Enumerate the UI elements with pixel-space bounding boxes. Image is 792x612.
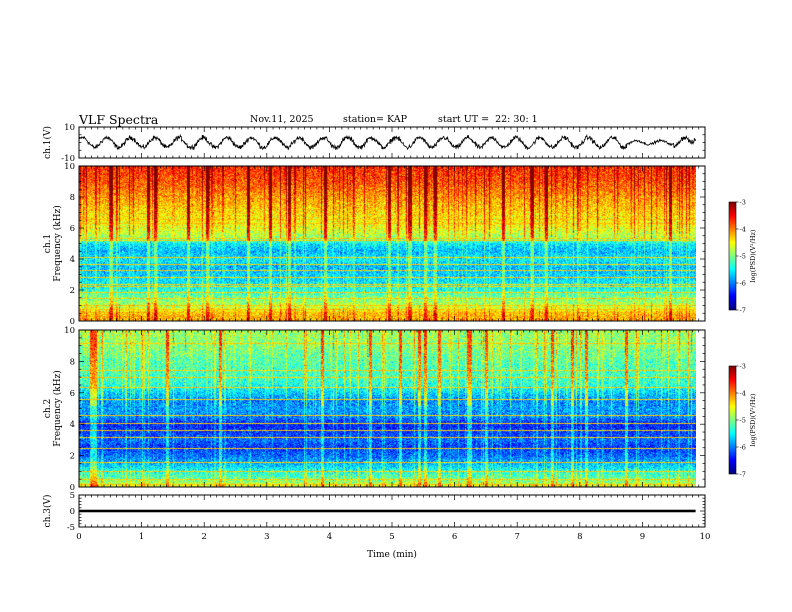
ch1-ytick: 4 <box>70 255 75 265</box>
ch1-freq-label: Frequency (kHz) <box>52 205 63 282</box>
x-tick-label: 8 <box>577 532 582 542</box>
ch1-spectrogram-image <box>79 166 696 321</box>
ch3-ytick: -5 <box>67 523 75 533</box>
ch2-freq-label: Frequency (kHz) <box>52 370 63 447</box>
x-tick-label: 2 <box>201 532 206 542</box>
x-tick-label: 1 <box>139 532 144 542</box>
ch2-colorbar: -3 -4 -5 -6 -7 log(PSD)(V²/Hz) <box>728 362 757 478</box>
ch1-waveform-panel: 10 -10 ch.1(V) <box>42 123 706 164</box>
ch1-colorbar-tick: -4 <box>740 225 746 233</box>
x-tick-label: 6 <box>452 532 457 542</box>
ch1-trace <box>78 133 696 151</box>
ch2-ytick: 8 <box>70 357 75 367</box>
ch1-channel-label: ch.1 <box>43 234 53 253</box>
ch3-ytick: 5 <box>70 491 75 501</box>
ch1-ytick: 0 <box>70 317 75 327</box>
x-tick-label: 4 <box>327 532 332 542</box>
x-tick-label: 3 <box>264 532 269 542</box>
chart-title: VLF Spectra <box>79 112 159 127</box>
ch2-spectrogram-image <box>79 330 696 487</box>
ch3-trace <box>79 509 696 513</box>
ch1-ytick: -10 <box>61 154 75 164</box>
start-time: start UT = 22: 30: 1 <box>438 114 538 125</box>
ch1-colorbar-label: log(PSD)(V²/Hz) <box>749 229 757 282</box>
ch2-colorbar-tick: -7 <box>740 470 746 478</box>
ch2-ytick: 4 <box>70 420 75 430</box>
ch2-colorbar-tick: -3 <box>740 362 746 370</box>
ch2-ytick: 0 <box>70 483 75 493</box>
ch2-ytick: 2 <box>70 452 75 462</box>
ch1-colorbar-tick: -3 <box>740 198 746 206</box>
ch2-spectrogram-panel: 0 2 4 6 8 10 ch.2 Frequency (kHz) <box>43 326 706 493</box>
ch3-ylabel: ch.3(V) <box>42 495 53 528</box>
x-tick-label: 9 <box>640 532 645 542</box>
start-time-value: 22: 30: 1 <box>495 114 538 125</box>
ch3-ytick: 0 <box>70 507 75 517</box>
ch1-colorbar-tick: -5 <box>740 252 746 260</box>
ch2-ytick: 6 <box>70 389 75 399</box>
ch1-colorbar-gradient <box>729 202 736 310</box>
ch1-ytick: 8 <box>70 193 75 203</box>
x-axis-label: Time (min) <box>367 549 417 560</box>
x-tick-label: 0 <box>76 532 81 542</box>
ch2-colorbar-label: log(PSD)(V²/Hz) <box>749 393 757 446</box>
date-label: Nov.11, 2025 <box>250 114 314 125</box>
ch1-colorbar: -3 -4 -5 -6 -7 log(PSD)(V²/Hz) <box>728 198 757 314</box>
ch2-colorbar-tick: -4 <box>740 389 746 397</box>
ch1-ytick: 6 <box>70 224 75 234</box>
ch1-colorbar-tick: -6 <box>740 279 746 287</box>
ch2-colorbar-tick: -6 <box>740 443 746 451</box>
ch1-colorbar-tick: -7 <box>740 306 746 314</box>
x-tick-label: 10 <box>700 532 711 542</box>
ch1-ylabel: ch.1(V) <box>42 126 53 159</box>
start-time-label: start UT = <box>438 114 490 125</box>
station-label: station= KAP <box>343 114 407 125</box>
ch1-ytick: 10 <box>64 162 75 172</box>
ch2-colorbar-tick: -5 <box>740 416 746 424</box>
ch1-ytick: 10 <box>64 123 75 133</box>
x-tick-label: 5 <box>389 532 394 542</box>
x-tick-label: 7 <box>514 532 519 542</box>
ch2-colorbar-gradient <box>729 366 736 474</box>
ch1-spectrogram-panel: 0 2 4 6 8 10 ch.1 Frequency (kHz) <box>43 162 706 327</box>
ch2-ytick: 10 <box>64 326 75 336</box>
ch2-channel-label: ch.2 <box>43 399 53 418</box>
ch1-ytick: 2 <box>70 286 75 296</box>
